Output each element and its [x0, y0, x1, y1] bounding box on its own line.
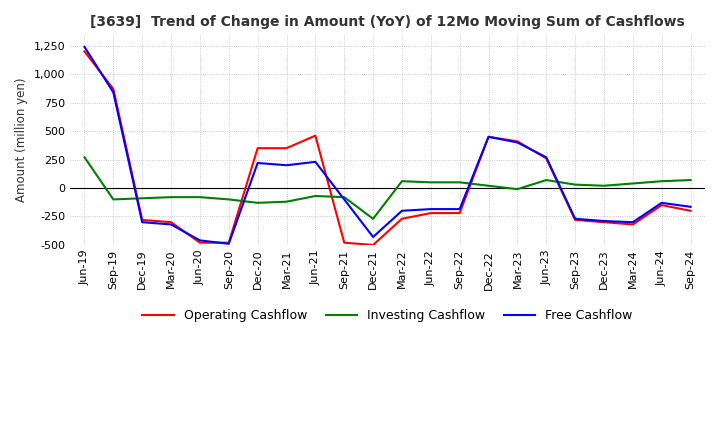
Operating Cashflow	[282, 146, 291, 151]
Investing Cashflow	[600, 183, 608, 188]
Operating Cashflow	[513, 139, 522, 144]
Y-axis label: Amount (million yen): Amount (million yen)	[15, 77, 28, 202]
Investing Cashflow	[340, 194, 348, 200]
Operating Cashflow	[485, 134, 493, 139]
Free Cashflow	[311, 159, 320, 165]
Free Cashflow	[80, 44, 89, 49]
Investing Cashflow	[225, 197, 233, 202]
Legend: Operating Cashflow, Investing Cashflow, Free Cashflow: Operating Cashflow, Investing Cashflow, …	[138, 304, 638, 327]
Investing Cashflow	[542, 177, 551, 183]
Investing Cashflow	[426, 180, 435, 185]
Free Cashflow	[196, 238, 204, 243]
Investing Cashflow	[455, 180, 464, 185]
Free Cashflow	[629, 220, 637, 225]
Free Cashflow	[513, 140, 522, 145]
Operating Cashflow	[571, 217, 580, 223]
Operating Cashflow	[629, 222, 637, 227]
Operating Cashflow	[369, 242, 377, 248]
Free Cashflow	[340, 197, 348, 202]
Free Cashflow	[397, 208, 406, 213]
Free Cashflow	[225, 241, 233, 246]
Investing Cashflow	[282, 199, 291, 204]
Operating Cashflow	[138, 217, 146, 223]
Operating Cashflow	[80, 49, 89, 54]
Investing Cashflow	[167, 194, 176, 200]
Operating Cashflow	[196, 240, 204, 246]
Investing Cashflow	[485, 183, 493, 188]
Operating Cashflow	[455, 210, 464, 216]
Investing Cashflow	[196, 194, 204, 200]
Investing Cashflow	[397, 179, 406, 184]
Operating Cashflow	[426, 210, 435, 216]
Free Cashflow	[485, 134, 493, 139]
Free Cashflow	[455, 206, 464, 212]
Operating Cashflow	[225, 240, 233, 246]
Operating Cashflow	[397, 216, 406, 221]
Free Cashflow	[426, 206, 435, 212]
Free Cashflow	[571, 216, 580, 221]
Operating Cashflow	[600, 220, 608, 225]
Investing Cashflow	[253, 200, 262, 205]
Operating Cashflow	[657, 202, 666, 208]
Free Cashflow	[282, 163, 291, 168]
Line: Investing Cashflow: Investing Cashflow	[84, 157, 690, 219]
Free Cashflow	[657, 200, 666, 205]
Free Cashflow	[109, 90, 117, 95]
Title: [3639]  Trend of Change in Amount (YoY) of 12Mo Moving Sum of Cashflows: [3639] Trend of Change in Amount (YoY) o…	[90, 15, 685, 29]
Investing Cashflow	[686, 177, 695, 183]
Free Cashflow	[167, 222, 176, 227]
Investing Cashflow	[657, 179, 666, 184]
Free Cashflow	[253, 160, 262, 165]
Line: Free Cashflow: Free Cashflow	[84, 47, 690, 244]
Operating Cashflow	[109, 86, 117, 92]
Investing Cashflow	[571, 182, 580, 187]
Line: Operating Cashflow: Operating Cashflow	[84, 51, 690, 245]
Investing Cashflow	[109, 197, 117, 202]
Free Cashflow	[542, 154, 551, 160]
Free Cashflow	[369, 235, 377, 240]
Operating Cashflow	[542, 156, 551, 161]
Free Cashflow	[600, 218, 608, 224]
Free Cashflow	[686, 204, 695, 209]
Investing Cashflow	[629, 181, 637, 186]
Investing Cashflow	[80, 154, 89, 160]
Investing Cashflow	[369, 216, 377, 221]
Operating Cashflow	[253, 146, 262, 151]
Investing Cashflow	[138, 196, 146, 201]
Investing Cashflow	[513, 187, 522, 192]
Investing Cashflow	[311, 193, 320, 198]
Operating Cashflow	[686, 208, 695, 213]
Operating Cashflow	[167, 220, 176, 225]
Operating Cashflow	[340, 240, 348, 246]
Free Cashflow	[138, 220, 146, 225]
Operating Cashflow	[311, 133, 320, 138]
